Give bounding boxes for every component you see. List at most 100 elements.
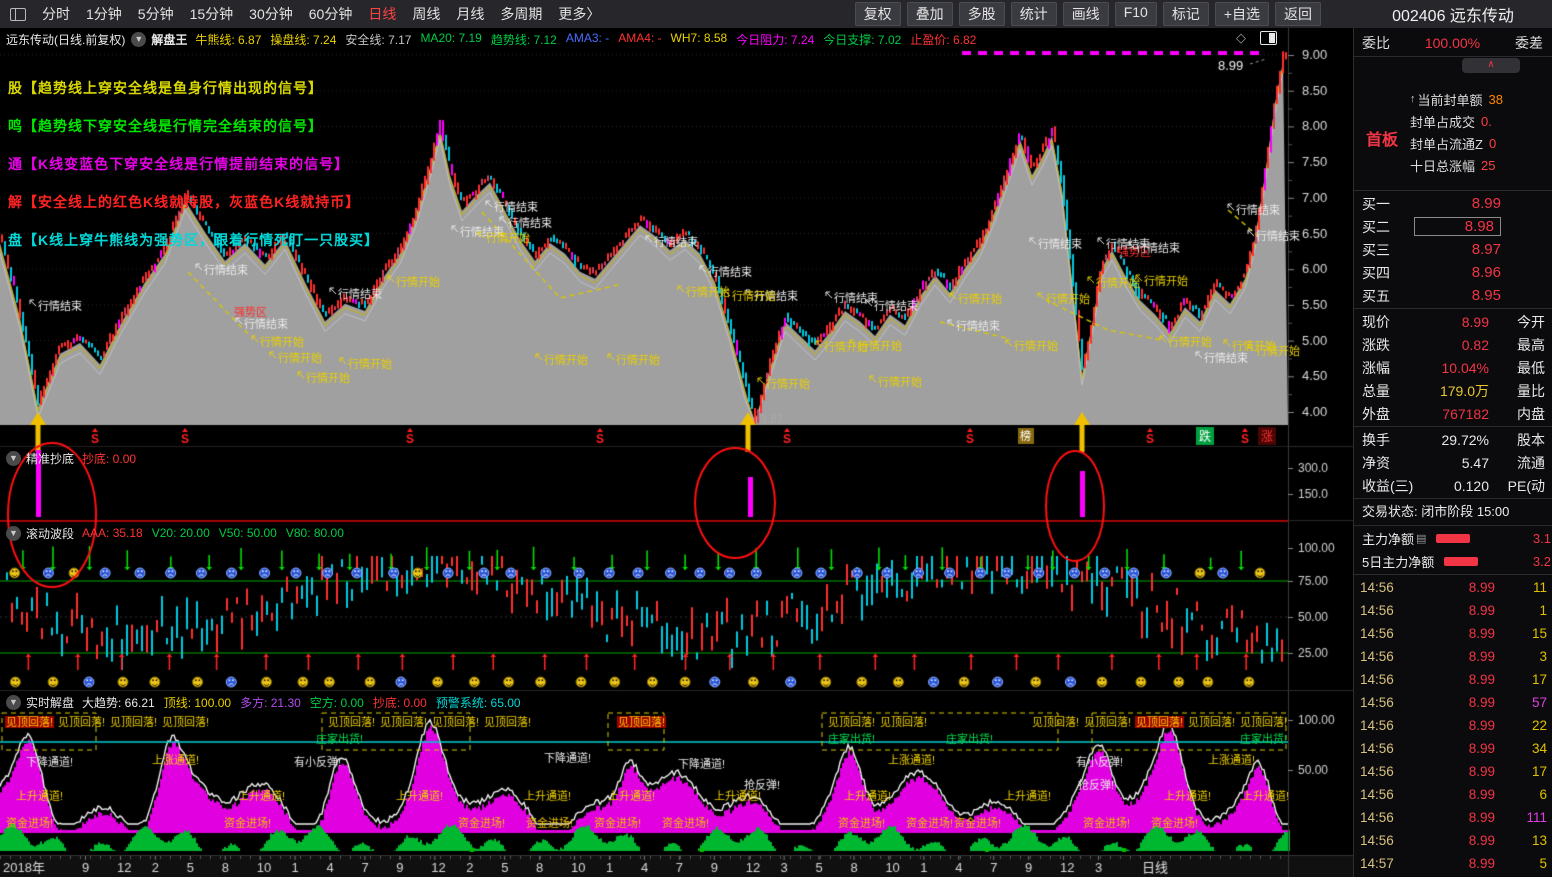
buy-level-row-2[interactable]: 买二 8.98 [1354,215,1552,238]
indicator-field-顶线: 顶线: 100.00 [163,695,232,710]
panel2-header: ▼ 精准抄底 抄底: 0.00 [6,448,145,468]
action-button-返回[interactable]: 返回 [1275,2,1321,26]
tick-row-7[interactable]: 14:56 8.99 22 [1354,714,1552,737]
action-button-复权[interactable]: 复权 [854,2,901,26]
seal-row-1: ↑ 当前封单额 38 [1410,88,1552,110]
period-tab-更多〉[interactable]: 更多〉 [558,6,601,22]
tick-time: 14:56 [1360,649,1394,664]
tick-price: 8.99 [1468,764,1495,779]
tick-time: 14:56 [1360,695,1394,710]
indicator-field-今日阻力: 今日阻力: 7.24 [736,32,815,47]
period-tab-1分钟[interactable]: 1分钟 [86,6,122,22]
tick-row-13[interactable]: 14:57 8.99 5 [1354,852,1552,875]
tick-by-tick-list: 14:56 8.99 11 14:56 8.99 1 14:56 8.99 15 14:56 8.9… [1354,576,1552,875]
period-tab-分时[interactable]: 分时 [42,6,70,22]
grid-icon[interactable]: ▤ [1416,533,1427,545]
period-tabs: 分时 1分钟 5分钟 15分钟 30分钟 60分钟 日线 周线 月线 多周期 更多〉 [34,4,608,24]
tick-row-9[interactable]: 14:56 8.99 17 [1354,760,1552,783]
buy-level-row-1[interactable]: 买一 8.99 [1354,192,1552,215]
collapse-main-icon[interactable]: ▼ [131,31,147,47]
info-label: 现价 [1362,313,1390,330]
buy-level-row-3[interactable]: 买三 8.97 [1354,238,1552,261]
panel3-header: ▼ 滚动波段 AAA: 35.18 V20: 20.00 V50: 50.00 V80… [6,523,353,543]
action-button-标记[interactable]: 标记 [1162,2,1209,26]
buy-level-row-5[interactable]: 买五 8.95 [1354,284,1552,307]
period-tab-15分钟[interactable]: 15分钟 [189,6,234,22]
tick-row-6[interactable]: 14:56 8.99 57 [1354,691,1552,714]
seal-board-label: 首板 [1366,132,1399,149]
tick-row-3[interactable]: 14:56 8.99 15 [1354,622,1552,645]
tick-row-8[interactable]: 14:56 8.99 34 [1354,737,1552,760]
indicator-field-AAA: AAA: 35.18 [82,526,143,540]
panel2-values: 抄底: 0.00 [82,450,145,467]
collapse-panel2-icon[interactable]: ▼ [6,450,21,466]
period-tab-60分钟[interactable]: 60分钟 [308,6,353,22]
tick-row-2[interactable]: 14:56 8.99 1 [1354,599,1552,622]
seal-row-value: 0 [1488,135,1497,151]
indicator-field-抄底: 抄底: 0.00 [372,695,427,710]
indicator-field-牛熊线: 牛熊线: 6.87 [195,32,262,47]
buy-level-label: 买五 [1362,287,1390,304]
info-value: 5.47 [1461,454,1489,471]
tick-row-12[interactable]: 14:56 8.99 13 [1354,829,1552,852]
window-split-icon[interactable] [1260,31,1277,45]
collapse-panel4-icon[interactable]: ▼ [6,694,21,710]
period-tab-30分钟[interactable]: 30分钟 [249,6,293,22]
seal-row-label: 封单占流通Z [1410,136,1483,152]
indicator-field-V20: V20: 20.00 [151,526,210,540]
info-label-2: 流通 [1517,454,1545,471]
tick-row-4[interactable]: 14:56 8.99 3 [1354,645,1552,668]
action-button-+自选[interactable]: +自选 [1214,2,1269,26]
tick-row-1[interactable]: 14:56 8.99 11 [1354,576,1552,599]
pin-icon: ↑ [1410,93,1416,105]
tick-row-11[interactable]: 14:56 8.99 111 [1354,806,1552,829]
action-button-叠加[interactable]: 叠加 [906,2,953,26]
main-fund-row-2: 5日主力净额 3.2 [1354,550,1552,573]
buy-level-label: 买二 [1362,218,1390,235]
info-row-外盘: 外盘 767182 内盘 [1354,402,1552,425]
action-button-F10[interactable]: F10 [1114,2,1157,26]
diamond-icon[interactable]: ◇ [1236,30,1246,45]
chart-canvas[interactable] [0,28,1353,877]
chart-title: 远东传动(日线.前复权) [6,32,126,47]
period-tab-多周期[interactable]: 多周期 [500,6,543,22]
info-row-现价: 现价 8.99 今开 [1354,310,1552,333]
fund-bar [1444,557,1479,566]
collapse-panel3-icon[interactable]: ▼ [6,525,21,541]
tick-volume: 17 [1531,764,1547,779]
buy-level-row-4[interactable]: 买四 8.96 [1354,261,1552,284]
info-label-2: 量比 [1517,382,1545,399]
tick-volume: 57 [1531,695,1547,710]
main-fund-rows: 主力净额 ▤ 3.1 5日主力净额 3.2 [1354,527,1552,573]
tick-price: 8.99 [1468,626,1495,641]
main-fund-value: 3.2 [1532,554,1551,569]
period-tab-日线[interactable]: 日线 [368,6,397,22]
period-tab-月线[interactable]: 月线 [456,6,485,22]
collapse-tab[interactable]: ∧ [1462,58,1520,73]
indicator-field-大趋势: 大趋势: 66.21 [82,695,155,710]
tick-price: 8.99 [1468,718,1495,733]
action-button-画线[interactable]: 画线 [1062,2,1109,26]
action-button-统计[interactable]: 统计 [1010,2,1057,26]
info-value: 767182 [1442,405,1489,422]
info-value: 8.99 [1461,313,1489,330]
info-value: 179.0万 [1439,382,1489,399]
info-label: 净资 [1362,454,1390,471]
period-tab-周线[interactable]: 周线 [412,6,441,22]
tick-volume: 3 [1539,649,1547,664]
tick-time: 14:56 [1360,810,1394,825]
info-label: 换手 [1362,431,1390,448]
tick-price: 8.99 [1468,580,1495,595]
tick-time: 14:56 [1360,741,1394,756]
main-fund-value: 3.1 [1532,531,1551,546]
action-button-多股[interactable]: 多股 [958,2,1005,26]
seal-row-label: 十日总涨幅 [1410,158,1476,174]
tick-row-5[interactable]: 14:56 8.99 17 [1354,668,1552,691]
tick-row-10[interactable]: 14:56 8.99 6 [1354,783,1552,806]
tick-price: 8.99 [1468,833,1495,848]
layout-pane-icon[interactable] [10,7,26,21]
tick-price: 8.99 [1468,856,1495,871]
indicator-field-V50: V50: 50.00 [218,526,277,540]
period-tab-5分钟[interactable]: 5分钟 [137,6,174,22]
